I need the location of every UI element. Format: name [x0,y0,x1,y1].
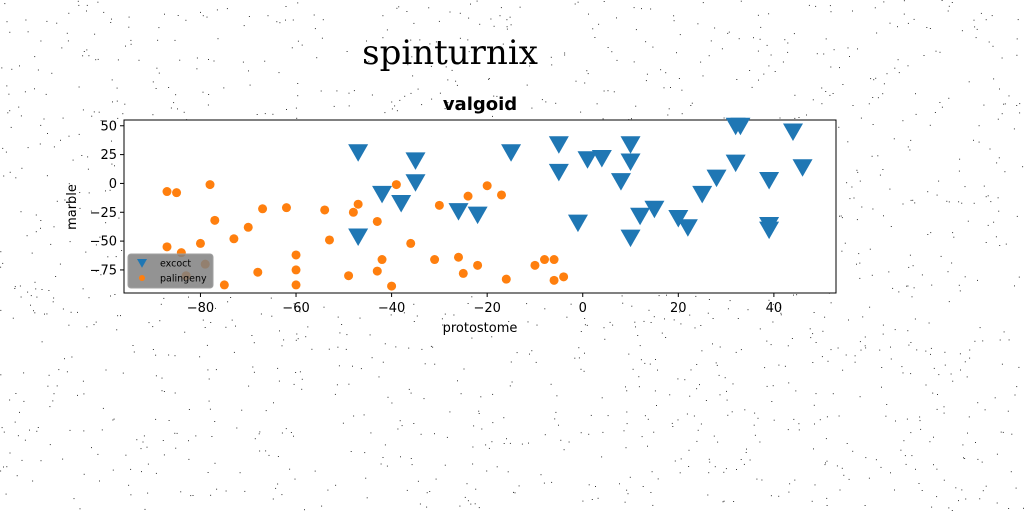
point-palingeny [195,238,205,248]
point-palingeny [324,235,334,245]
point-palingeny [501,274,511,284]
point-palingeny [291,265,301,275]
point-excoct [577,151,598,169]
point-excoct [348,144,369,162]
y-tick-label: 0 [109,177,117,192]
point-excoct [644,200,665,219]
point-palingeny [387,281,397,291]
y-tick-label: −75 [90,263,117,278]
point-palingeny [162,187,172,197]
point-excoct [677,219,698,237]
point-excoct [591,150,612,168]
point-excoct [501,144,522,162]
point-palingeny [406,238,416,248]
point-palingeny [258,204,268,214]
point-palingeny [348,207,358,217]
point-palingeny [430,255,440,265]
axes-title: valgoid [443,94,517,115]
point-palingeny [482,181,492,191]
point-excoct [725,154,746,173]
x-tick-label: −80 [187,301,214,316]
y-tick-label: 25 [100,148,117,163]
point-palingeny [229,234,239,244]
point-excoct [548,163,569,182]
point-palingeny [453,252,463,262]
point-palingeny [372,216,382,226]
y-tick-label: 50 [100,119,117,134]
point-palingeny [463,191,473,201]
point-palingeny [540,255,550,265]
legend-marker-excoct [137,259,147,268]
x-tick-label: −60 [282,301,309,316]
point-excoct [620,153,641,172]
point-palingeny [377,255,387,265]
point-excoct [448,203,469,221]
point-excoct [467,206,488,225]
x-tick-label: 0 [579,301,587,316]
point-excoct [405,174,426,192]
figure-suptitle: spinturnix [362,33,538,73]
point-excoct [630,207,651,226]
x-tick-label: 20 [670,301,687,316]
legend-label-palingeny: palingeny [160,274,207,285]
point-palingeny [559,272,569,282]
point-palingeny [549,255,559,265]
point-palingeny [320,205,330,215]
point-excoct [692,185,713,204]
x-tick-label: 40 [766,301,783,316]
x-axis-label: protostome [443,321,518,336]
point-palingeny [549,275,559,285]
x-tick-label: −20 [473,301,500,316]
legend-marker-palingeny [139,275,145,281]
legend: excoct palingeny [127,253,214,289]
point-palingeny [291,250,301,260]
point-excoct [348,228,369,246]
point-palingeny [497,190,507,200]
point-palingeny [281,203,291,213]
point-excoct [548,136,569,154]
y-axis-label: marble [65,184,80,230]
point-palingeny [210,215,220,225]
point-excoct [391,195,412,213]
point-excoct [759,171,780,190]
point-excoct [706,169,727,188]
point-palingeny [353,199,363,209]
point-excoct [405,152,426,170]
point-excoct [668,210,689,228]
point-excoct [610,173,631,191]
point-excoct [620,136,641,154]
y-tick-label: −50 [90,235,117,250]
x-tick-label: −40 [378,301,405,316]
point-palingeny [458,268,468,278]
point-palingeny [253,267,263,277]
point-excoct [792,159,813,177]
legend-box [127,253,214,289]
point-palingeny [391,180,401,190]
point-palingeny [291,280,301,290]
point-palingeny [473,260,483,270]
point-palingeny [243,222,253,232]
point-palingeny [172,188,182,198]
point-palingeny [219,280,229,290]
legend-label-excoct: excoct [160,259,191,270]
point-excoct [759,221,780,240]
point-palingeny [372,266,382,276]
point-palingeny [162,242,172,252]
y-tick-label: −25 [90,206,117,221]
point-palingeny [344,271,354,281]
point-palingeny [434,200,444,210]
point-excoct [620,229,641,248]
point-excoct [782,123,803,142]
point-palingeny [205,180,215,190]
point-palingeny [530,260,540,270]
point-excoct [372,185,393,204]
point-excoct [730,117,751,136]
point-excoct [567,214,588,233]
